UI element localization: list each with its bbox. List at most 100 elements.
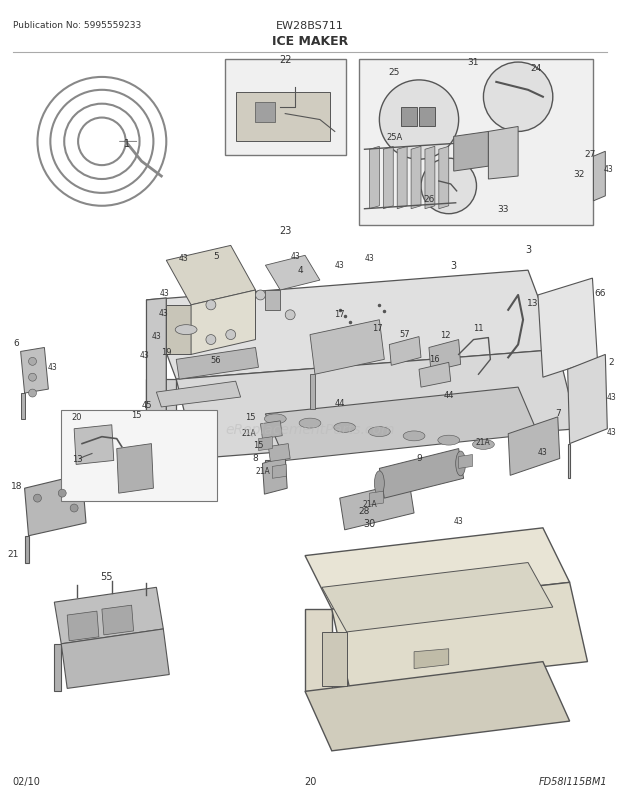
Text: 4: 4 — [297, 265, 303, 275]
Polygon shape — [74, 425, 114, 465]
FancyBboxPatch shape — [61, 411, 217, 501]
Text: 1: 1 — [123, 140, 130, 149]
Polygon shape — [268, 444, 290, 462]
Polygon shape — [260, 421, 282, 439]
Text: 16: 16 — [430, 355, 440, 364]
Polygon shape — [61, 629, 169, 689]
Text: 9: 9 — [416, 454, 422, 463]
Polygon shape — [419, 363, 451, 387]
Polygon shape — [102, 606, 133, 635]
Circle shape — [206, 301, 216, 310]
Polygon shape — [508, 417, 560, 476]
Polygon shape — [332, 582, 588, 689]
Polygon shape — [401, 107, 417, 128]
Polygon shape — [340, 482, 414, 530]
Text: 21A: 21A — [241, 428, 256, 437]
Text: 11: 11 — [473, 323, 484, 332]
Text: 43: 43 — [454, 516, 464, 525]
FancyBboxPatch shape — [358, 60, 593, 225]
Polygon shape — [262, 457, 287, 495]
Text: 43: 43 — [335, 261, 345, 269]
Text: 21A: 21A — [362, 500, 377, 508]
Text: 5: 5 — [213, 252, 219, 261]
Polygon shape — [425, 147, 435, 209]
Circle shape — [58, 489, 66, 497]
Text: 20: 20 — [72, 412, 82, 421]
Polygon shape — [55, 588, 163, 644]
Text: 43: 43 — [603, 165, 613, 174]
Text: 21A: 21A — [255, 467, 270, 476]
Polygon shape — [166, 306, 191, 355]
Text: 22: 22 — [279, 55, 291, 65]
Polygon shape — [146, 379, 176, 449]
Text: 3: 3 — [525, 245, 531, 255]
Polygon shape — [255, 103, 275, 123]
Text: ICE MAKER: ICE MAKER — [272, 35, 348, 48]
Text: 6: 6 — [14, 338, 19, 347]
Polygon shape — [265, 256, 320, 290]
Text: 25A: 25A — [386, 133, 402, 142]
Text: 28: 28 — [359, 506, 370, 516]
Polygon shape — [272, 465, 286, 479]
Polygon shape — [459, 455, 472, 469]
Polygon shape — [379, 449, 464, 499]
Polygon shape — [383, 147, 393, 209]
Polygon shape — [414, 649, 449, 669]
Polygon shape — [411, 147, 421, 209]
Ellipse shape — [403, 431, 425, 441]
Polygon shape — [419, 107, 435, 128]
Text: 43: 43 — [48, 363, 57, 372]
Ellipse shape — [175, 326, 197, 335]
Polygon shape — [259, 437, 272, 451]
Text: 43: 43 — [159, 289, 169, 298]
Ellipse shape — [299, 419, 321, 428]
Polygon shape — [310, 320, 384, 375]
Circle shape — [379, 81, 459, 160]
Polygon shape — [265, 387, 538, 461]
Polygon shape — [593, 152, 605, 201]
Ellipse shape — [264, 415, 286, 424]
Polygon shape — [25, 475, 86, 536]
Text: 3: 3 — [451, 261, 457, 271]
Text: 32: 32 — [573, 170, 585, 179]
Text: 43: 43 — [179, 254, 188, 263]
Polygon shape — [20, 394, 25, 419]
Text: 55: 55 — [100, 572, 113, 581]
Polygon shape — [489, 128, 518, 180]
Polygon shape — [322, 563, 553, 632]
Ellipse shape — [374, 472, 384, 496]
Text: 27: 27 — [584, 150, 595, 159]
Text: 17: 17 — [372, 323, 383, 332]
Text: FD58I115BM1: FD58I115BM1 — [539, 776, 608, 785]
Text: 15: 15 — [253, 440, 264, 449]
Polygon shape — [55, 644, 61, 691]
Circle shape — [29, 358, 37, 366]
Ellipse shape — [368, 427, 390, 437]
Text: 20: 20 — [304, 776, 316, 785]
Text: 43: 43 — [538, 447, 547, 456]
Polygon shape — [146, 271, 558, 379]
Text: 24: 24 — [530, 64, 542, 73]
Text: 21: 21 — [7, 549, 19, 558]
Text: 43: 43 — [290, 252, 300, 261]
Polygon shape — [305, 610, 332, 691]
Text: 26: 26 — [423, 195, 435, 204]
Polygon shape — [146, 298, 166, 449]
Text: 43: 43 — [365, 254, 374, 263]
Circle shape — [421, 159, 477, 214]
Polygon shape — [568, 355, 608, 444]
Text: 25: 25 — [389, 68, 400, 77]
Text: 13: 13 — [527, 298, 539, 307]
Polygon shape — [305, 662, 570, 751]
Text: 43: 43 — [151, 331, 161, 340]
Polygon shape — [305, 529, 570, 610]
Text: 43: 43 — [140, 351, 149, 360]
Polygon shape — [389, 337, 421, 366]
Text: 18: 18 — [11, 482, 22, 491]
Circle shape — [29, 374, 37, 382]
Text: 30: 30 — [363, 518, 376, 529]
Polygon shape — [166, 246, 255, 306]
Text: 44: 44 — [334, 399, 345, 407]
Polygon shape — [538, 279, 598, 378]
Text: Publication No: 5995559233: Publication No: 5995559233 — [12, 22, 141, 30]
